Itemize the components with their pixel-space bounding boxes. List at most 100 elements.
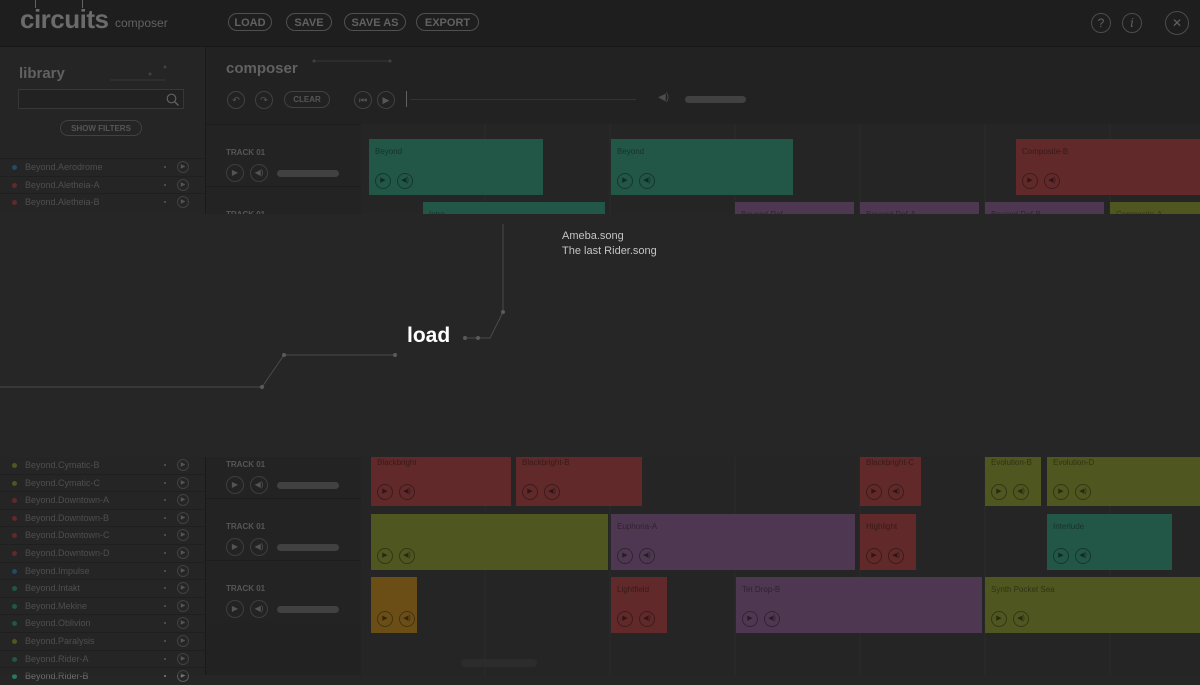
track-volume-slider[interactable]	[277, 544, 339, 551]
library-item[interactable]: Beyond.Downtown-A ▶	[0, 491, 205, 509]
clip-play-button[interactable]: ▶	[377, 484, 393, 500]
save-button[interactable]: SAVE	[286, 13, 332, 31]
preview-play-button[interactable]: ▶	[177, 178, 189, 191]
clip-play-button[interactable]: ▶	[1053, 548, 1069, 564]
clip-play-button[interactable]: ▶	[1022, 173, 1038, 189]
drag-handle[interactable]	[164, 516, 166, 519]
clear-button[interactable]: CLEAR	[284, 91, 330, 108]
library-item[interactable]: Beyond.Paralysis ▶	[0, 632, 205, 650]
clip-mute-button[interactable]: ◀)	[1075, 548, 1091, 564]
track-mute-button[interactable]: ◀)	[250, 164, 268, 182]
track-volume-slider[interactable]	[277, 606, 339, 613]
preview-play-button[interactable]: ▶	[177, 599, 189, 612]
clip-play-button[interactable]: ▶	[866, 548, 882, 564]
track-clip[interactable]: ▶ ◀)	[371, 577, 417, 633]
track-mute-button[interactable]: ◀)	[250, 476, 268, 494]
track-mute-button[interactable]: ◀)	[250, 600, 268, 618]
clip-mute-button[interactable]: ◀)	[399, 484, 415, 500]
preview-play-button[interactable]: ▶	[177, 564, 189, 577]
library-item[interactable]: Beyond.Aletheia-A ▶	[0, 175, 205, 194]
track-play-button[interactable]: ▶	[226, 600, 244, 618]
clip-mute-button[interactable]: ◀)	[397, 173, 413, 189]
play-button[interactable]: ▶	[377, 91, 395, 109]
drag-handle[interactable]	[164, 166, 166, 168]
preview-play-button[interactable]: ▶	[177, 161, 189, 173]
clip-play-button[interactable]: ▶	[866, 484, 882, 500]
library-search-input[interactable]	[18, 89, 184, 109]
drag-handle[interactable]	[164, 622, 166, 625]
library-item[interactable]: Beyond.Cymatic-C ▶	[0, 473, 205, 492]
track-clip[interactable]: Beyond ▶ ◀)	[611, 139, 793, 195]
clip-mute-button[interactable]: ◀)	[399, 611, 415, 627]
track-clip[interactable]: Synth Pocket Sea ▶ ◀)	[985, 577, 1200, 633]
clip-mute-button[interactable]: ◀)	[1013, 611, 1029, 627]
track-play-button[interactable]: ▶	[226, 476, 244, 494]
redo-button[interactable]: ↷	[255, 91, 273, 109]
drag-handle[interactable]	[164, 464, 166, 466]
rewind-button[interactable]: ⏮	[354, 91, 372, 109]
track-clip[interactable]: Blackbright ▶ ◀)	[371, 450, 511, 506]
clip-mute-button[interactable]: ◀)	[639, 173, 655, 189]
clip-play-button[interactable]: ▶	[375, 173, 391, 189]
master-volume-slider[interactable]	[685, 96, 746, 103]
drag-handle[interactable]	[164, 481, 166, 484]
drag-handle[interactable]	[164, 604, 166, 607]
drag-handle[interactable]	[164, 552, 166, 554]
show-filters-button[interactable]: SHOW FILTERS	[60, 120, 142, 136]
track-clip[interactable]: Highlight ▶ ◀)	[860, 514, 916, 570]
clip-play-button[interactable]: ▶	[991, 484, 1007, 500]
clip-mute-button[interactable]: ◀)	[888, 484, 904, 500]
track-clip[interactable]: ▶ ◀)	[371, 514, 608, 570]
clip-mute-button[interactable]: ◀)	[888, 548, 904, 564]
clip-play-button[interactable]: ▶	[377, 611, 393, 627]
clip-mute-button[interactable]: ◀)	[544, 484, 560, 500]
undo-button[interactable]: ↶	[227, 91, 245, 109]
preview-play-button[interactable]: ▶	[177, 547, 189, 559]
clip-mute-button[interactable]: ◀)	[399, 548, 415, 564]
drag-handle[interactable]	[164, 534, 166, 537]
timeline-scrubber[interactable]	[410, 99, 636, 100]
clip-play-button[interactable]: ▶	[617, 548, 633, 564]
track-clip[interactable]: Interlude ▶ ◀)	[1047, 514, 1172, 570]
preview-play-button[interactable]: ▶	[177, 529, 189, 542]
clip-play-button[interactable]: ▶	[991, 611, 1007, 627]
clip-play-button[interactable]: ▶	[522, 484, 538, 500]
track-clip[interactable]: Composite-B ▶ ◀)	[1016, 139, 1200, 195]
horizontal-scrollbar[interactable]	[461, 659, 537, 667]
track-clip[interactable]: Evolution-B ▶ ◀)	[985, 450, 1041, 506]
library-item[interactable]: Beyond.Downtown-C ▶	[0, 526, 205, 544]
drag-handle[interactable]	[164, 569, 166, 572]
preview-play-button[interactable]: ▶	[177, 494, 189, 507]
track-play-button[interactable]: ▶	[226, 164, 244, 182]
drag-handle[interactable]	[164, 587, 166, 590]
track-play-button[interactable]: ▶	[226, 538, 244, 556]
clip-mute-button[interactable]: ◀)	[1044, 173, 1060, 189]
load-button[interactable]: LOAD	[228, 13, 272, 31]
track-clip[interactable]: Evolution-D ▶ ◀)	[1047, 450, 1200, 506]
track-clip[interactable]: Beyond ▶ ◀)	[369, 139, 543, 195]
library-item[interactable]: Beyond.Intakt ▶	[0, 579, 205, 597]
track-volume-slider[interactable]	[277, 482, 339, 489]
track-clip[interactable]: Euphoria-A ▶ ◀)	[611, 514, 855, 570]
track-clip[interactable]: Blackbright-C ▶ ◀)	[860, 450, 921, 506]
preview-play-button[interactable]: ▶	[177, 635, 189, 647]
library-item[interactable]: Beyond.Downtown-D ▶	[0, 544, 205, 562]
preview-play-button[interactable]: ▶	[177, 617, 189, 630]
library-item[interactable]: Beyond.Aerodrome ▶	[0, 158, 205, 176]
drag-handle[interactable]	[164, 183, 166, 186]
clip-mute-button[interactable]: ◀)	[1013, 484, 1029, 500]
clip-play-button[interactable]: ▶	[742, 611, 758, 627]
preview-play-button[interactable]: ▶	[177, 511, 189, 524]
clip-play-button[interactable]: ▶	[617, 611, 633, 627]
drag-handle[interactable]	[164, 499, 166, 502]
help-button[interactable]: ?	[1091, 13, 1111, 33]
clip-play-button[interactable]: ▶	[1053, 484, 1069, 500]
track-clip[interactable]: Blackbright-B ▶ ◀)	[516, 450, 642, 506]
library-item[interactable]: Beyond.Aletheia-B ▶	[0, 193, 205, 211]
library-item[interactable]: Beyond.Impulse ▶	[0, 561, 205, 580]
clip-mute-button[interactable]: ◀)	[1075, 484, 1091, 500]
track-volume-slider[interactable]	[277, 170, 339, 177]
drag-handle[interactable]	[164, 640, 166, 642]
preview-play-button[interactable]: ▶	[177, 476, 189, 489]
file-item-ameba[interactable]: Ameba.song	[562, 230, 624, 242]
